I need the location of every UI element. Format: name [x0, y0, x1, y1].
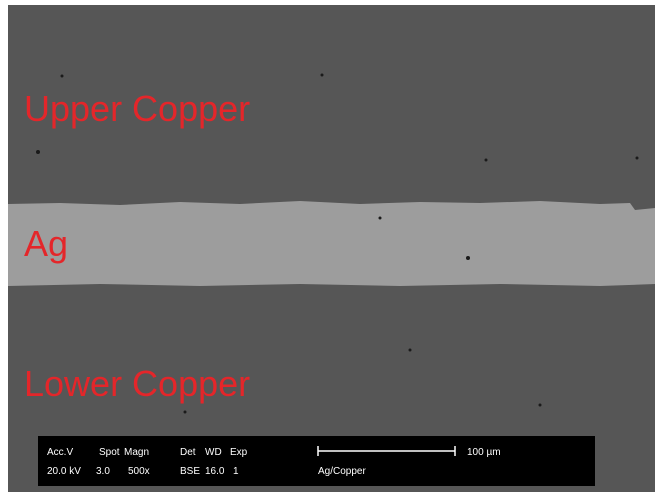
speck: [61, 75, 64, 78]
speck: [485, 159, 488, 162]
info-header: Acc.V: [47, 447, 73, 458]
info-value: 3.0: [96, 466, 110, 477]
info-header: Det: [180, 447, 196, 458]
lower-label: Lower Copper: [24, 363, 250, 404]
info-header: Exp: [230, 447, 248, 458]
upper-label: Upper Copper: [24, 88, 250, 129]
info-value: 500x: [128, 466, 150, 477]
speck: [466, 256, 470, 260]
speck: [636, 157, 639, 160]
scale-label: 100 µm: [467, 447, 501, 458]
info-header: Magn: [124, 447, 149, 458]
speck: [36, 150, 40, 154]
sample-label: Ag/Copper: [318, 466, 366, 477]
speck: [321, 74, 324, 77]
speck: [184, 411, 187, 414]
info-bar: [38, 436, 595, 486]
micrograph: Upper Copper Ag Lower Copper Acc.V Spot …: [0, 0, 655, 495]
silver-layer: [8, 201, 655, 286]
info-value: 1: [233, 466, 239, 477]
speck: [379, 217, 382, 220]
info-value: BSE: [180, 466, 200, 477]
info-header: Spot: [99, 447, 120, 458]
middle-label: Ag: [24, 223, 68, 264]
speck: [409, 349, 412, 352]
speck: [539, 404, 542, 407]
info-value: 20.0 kV: [47, 466, 81, 477]
info-value: 16.0: [205, 466, 225, 477]
info-header: WD: [205, 447, 222, 458]
